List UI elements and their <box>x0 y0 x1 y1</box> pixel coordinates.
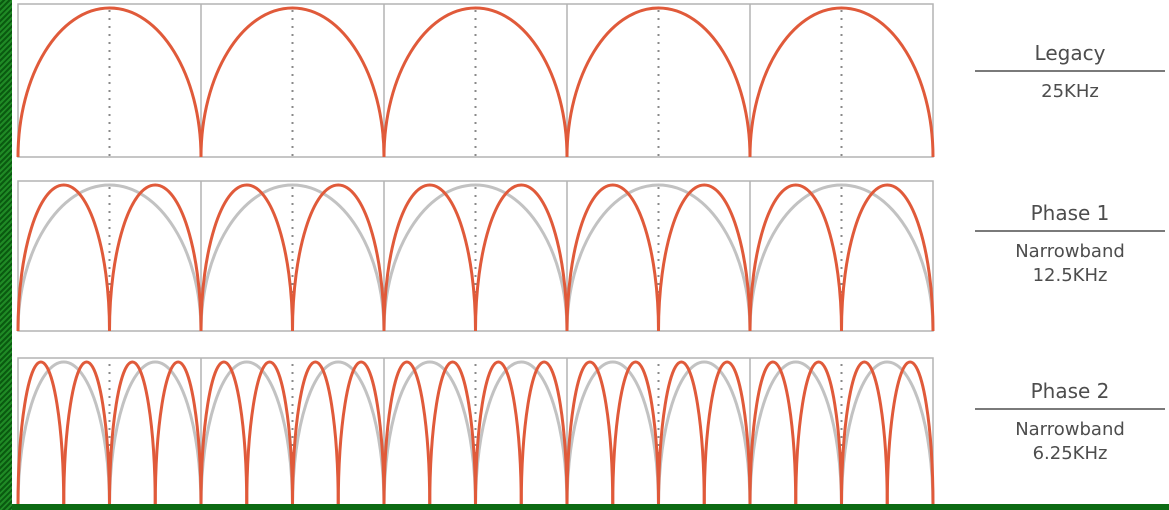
phase2-label: Phase 2 Narrowband 6.25KHz <box>975 378 1165 466</box>
phase1-label: Phase 1 Narrowband 12.5KHz <box>975 200 1165 288</box>
phase2-previous-arch <box>565 360 660 507</box>
phase1-channel-arch <box>748 183 843 332</box>
bottom-band <box>12 504 1169 510</box>
phase2-channel-arch <box>291 360 340 507</box>
phase2-channel-arch <box>657 360 706 507</box>
legacy-channel-arch <box>199 6 386 158</box>
phase1-channel-arch <box>16 183 111 332</box>
phase1-band-type: Narrowband <box>1015 241 1125 262</box>
phase2-spacing: 6.25KHz <box>1032 443 1108 464</box>
phase1-previous-arch <box>748 183 935 332</box>
phase1-channel-arch <box>291 183 386 332</box>
phase2-channel-arch <box>336 360 386 507</box>
legacy-channel-arch <box>565 6 752 158</box>
grid-layer <box>17 3 934 507</box>
phase2-channel-arch <box>62 360 111 507</box>
phase2-channel-arch <box>702 360 752 507</box>
phase1-previous-arch <box>565 183 752 332</box>
legacy-panel-frame <box>17 3 934 158</box>
phase2-band-type: Narrowband <box>1015 419 1125 440</box>
phase1-previous-arch <box>382 183 569 332</box>
previous-channel-curves <box>16 183 935 507</box>
legacy-divider <box>975 70 1165 72</box>
phase2-channel-arch <box>153 360 203 507</box>
legacy-channel-arch <box>748 6 935 158</box>
phase2-channel-arch <box>748 360 798 507</box>
phase2-previous-arch <box>199 360 294 507</box>
phase1-channel-arch <box>382 183 477 332</box>
phase2-channel-arch <box>840 360 889 507</box>
phase1-previous-arch <box>16 183 203 332</box>
phase2-channel-arch <box>611 360 660 507</box>
left-decorative-stripe <box>0 0 14 510</box>
legacy-channel-arch <box>382 6 569 158</box>
phase2-channel-arch <box>199 360 249 507</box>
phase1-divider <box>975 230 1165 232</box>
phase2-previous-arch <box>748 360 843 507</box>
phase2-previous-arch <box>291 360 386 507</box>
phase1-title: Phase 1 <box>1030 201 1110 225</box>
legacy-channel-arch <box>16 6 203 158</box>
phase2-channel-arch <box>794 360 843 507</box>
phase1-channel-arch <box>108 183 203 332</box>
phase2-channel-arch <box>565 360 615 507</box>
phase2-previous-arch <box>108 360 203 507</box>
phase1-channel-arch <box>199 183 294 332</box>
legacy-spacing: 25KHz <box>1041 81 1099 102</box>
phase2-previous-arch <box>16 360 111 507</box>
phase2-channel-arch <box>382 360 432 507</box>
phase2-previous-arch <box>382 360 477 507</box>
phase1-channel-arch <box>840 183 935 332</box>
phase2-previous-arch <box>474 360 569 507</box>
phase2-previous-arch <box>840 360 935 507</box>
phase2-channel-arch <box>108 360 157 507</box>
phase2-previous-arch <box>657 360 752 507</box>
phase2-channel-arch <box>474 360 523 507</box>
phase2-channel-arch <box>428 360 477 507</box>
phase2-channel-arch <box>16 360 66 507</box>
phase2-channel-arch <box>519 360 569 507</box>
phase1-channel-arch <box>565 183 660 332</box>
legacy-title: Legacy <box>1034 41 1106 65</box>
phase2-channel-arch <box>885 360 935 507</box>
phase2-channel-arch <box>245 360 294 507</box>
phase1-channel-arch <box>657 183 752 332</box>
phase1-channel-arch <box>474 183 569 332</box>
current-channel-curves <box>16 6 935 507</box>
phase1-previous-arch <box>199 183 386 332</box>
phase2-divider <box>975 408 1165 410</box>
phase1-spacing: 12.5KHz <box>1032 265 1108 286</box>
legacy-label: Legacy 25KHz <box>975 40 1165 104</box>
phase2-title: Phase 2 <box>1030 379 1110 403</box>
